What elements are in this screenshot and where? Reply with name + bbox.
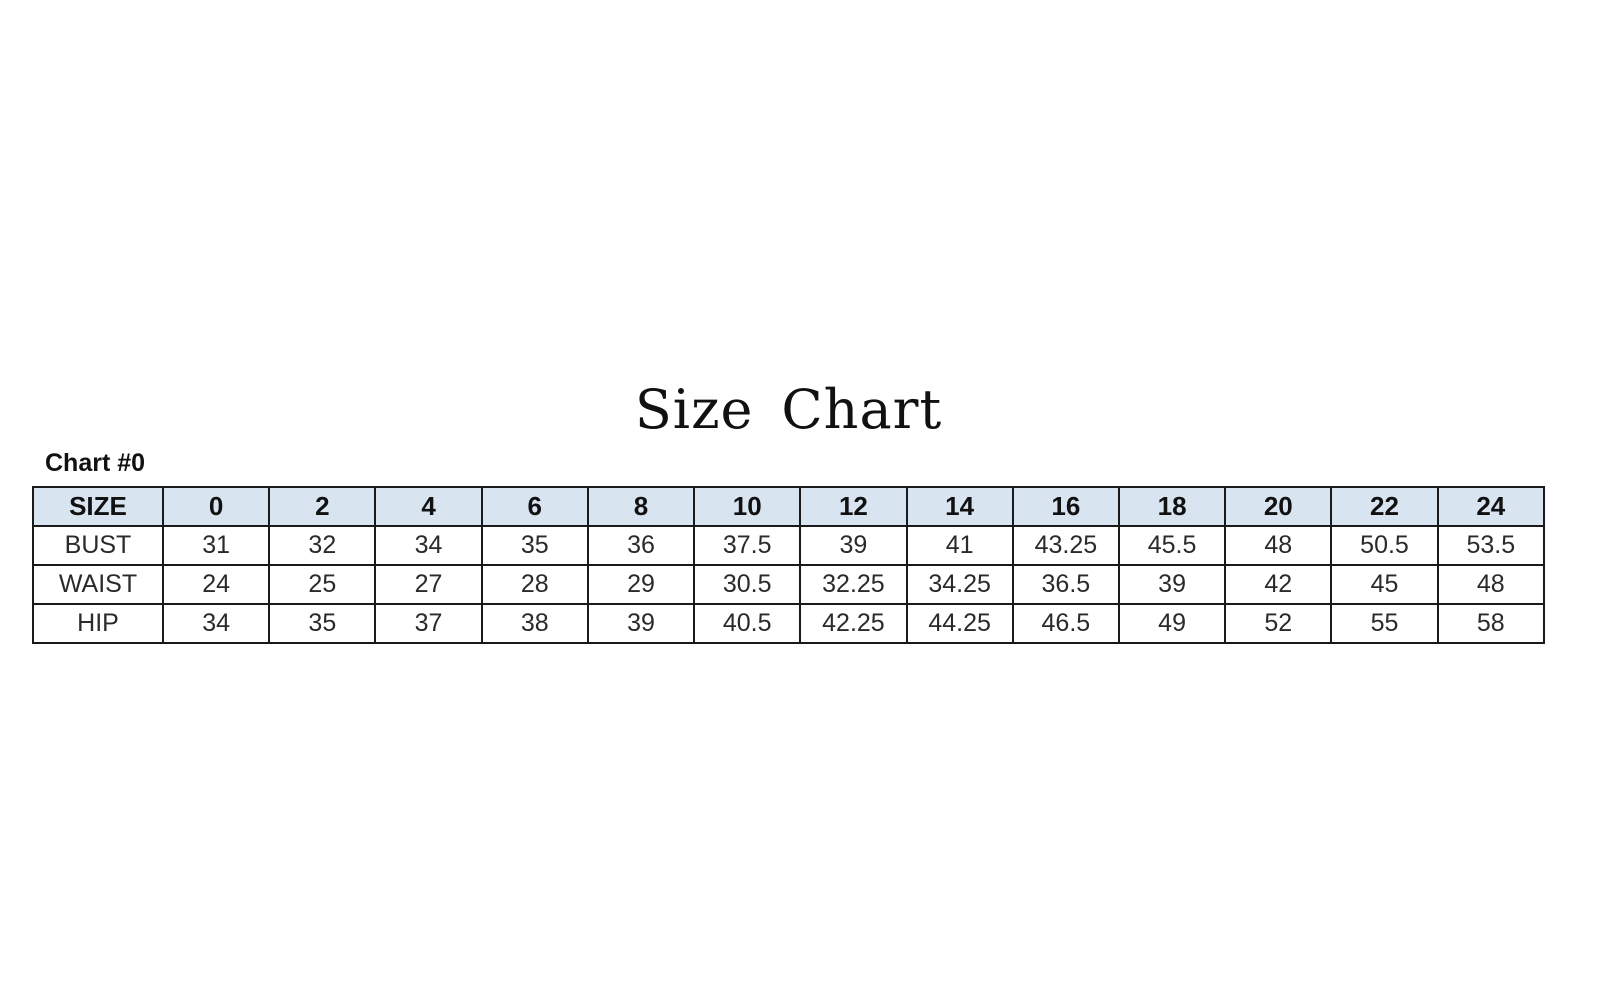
table-body: BUST 31 32 34 35 36 37.5 39 41 43.25 45.5 48 50.5 53.… <box>32 525 1546 644</box>
page-title: Size Chart <box>634 378 943 441</box>
value-cell: 52 <box>1224 603 1333 644</box>
header-row: SIZE 0 2 4 6 8 10 12 14 16 18 20 22 24 <box>32 486 1546 527</box>
value-cell: 28 <box>480 564 589 605</box>
value-cell: 32 <box>268 525 377 566</box>
header-cell-12: 12 <box>799 486 908 527</box>
header-cell-16: 16 <box>1011 486 1120 527</box>
value-cell: 34.25 <box>905 564 1014 605</box>
value-cell: 27 <box>374 564 483 605</box>
value-cell: 42 <box>1224 564 1333 605</box>
table-row-bust: BUST 31 32 34 35 36 37.5 39 41 43.25 45.5 48 50.5 53.… <box>32 525 1546 566</box>
value-cell: 25 <box>268 564 377 605</box>
header-cell-24: 24 <box>1436 486 1546 527</box>
value-cell: 45.5 <box>1117 525 1227 566</box>
value-cell: 53.5 <box>1436 525 1546 566</box>
value-cell: 49 <box>1117 603 1227 644</box>
value-cell: 36 <box>586 525 696 566</box>
value-cell: 39 <box>1117 564 1227 605</box>
header-cell-18: 18 <box>1117 486 1227 527</box>
value-cell: 36.5 <box>1011 564 1120 605</box>
size-chart-table: SIZE 0 2 4 6 8 10 12 14 16 18 20 22 24 BUST 31 32 34 35 36… <box>32 486 1546 644</box>
value-cell: 32.25 <box>799 564 908 605</box>
value-cell: 43.25 <box>1011 525 1120 566</box>
value-cell: 42.25 <box>799 603 908 644</box>
value-cell: 35 <box>268 603 377 644</box>
header-cell-8: 8 <box>586 486 696 527</box>
row-label-cell: BUST <box>32 525 164 566</box>
value-cell: 24 <box>161 564 271 605</box>
table-row-hip: HIP 34 35 37 38 39 40.5 42.25 44.25 46.5 49 52 55 58 <box>32 603 1546 644</box>
value-cell: 50.5 <box>1330 525 1439 566</box>
value-cell: 39 <box>799 525 908 566</box>
value-cell: 45 <box>1330 564 1439 605</box>
row-label-cell: HIP <box>32 603 164 644</box>
header-cell-size: SIZE <box>32 486 164 527</box>
header-cell-10: 10 <box>693 486 802 527</box>
value-cell: 58 <box>1436 603 1546 644</box>
header-cell-6: 6 <box>480 486 589 527</box>
value-cell: 35 <box>480 525 589 566</box>
value-cell: 38 <box>480 603 589 644</box>
header-cell-0: 0 <box>161 486 271 527</box>
row-label-cell: WAIST <box>32 564 164 605</box>
value-cell: 46.5 <box>1011 603 1120 644</box>
header-cell-22: 22 <box>1330 486 1439 527</box>
table-row-waist: WAIST 24 25 27 28 29 30.5 32.25 34.25 36.5 39 42 45 4… <box>32 564 1546 605</box>
value-cell: 44.25 <box>905 603 1014 644</box>
value-cell: 37.5 <box>693 525 802 566</box>
value-cell: 34 <box>374 525 483 566</box>
value-cell: 41 <box>905 525 1014 566</box>
header-cell-4: 4 <box>374 486 483 527</box>
value-cell: 55 <box>1330 603 1439 644</box>
header-cell-2: 2 <box>268 486 377 527</box>
value-cell: 34 <box>161 603 271 644</box>
value-cell: 48 <box>1436 564 1546 605</box>
value-cell: 40.5 <box>693 603 802 644</box>
header-cell-20: 20 <box>1224 486 1333 527</box>
value-cell: 39 <box>586 603 696 644</box>
value-cell: 48 <box>1224 525 1333 566</box>
value-cell: 30.5 <box>693 564 802 605</box>
value-cell: 31 <box>161 525 271 566</box>
value-cell: 29 <box>586 564 696 605</box>
value-cell: 37 <box>374 603 483 644</box>
chart-number-label: Chart #0 <box>45 449 146 477</box>
header-cell-14: 14 <box>905 486 1014 527</box>
